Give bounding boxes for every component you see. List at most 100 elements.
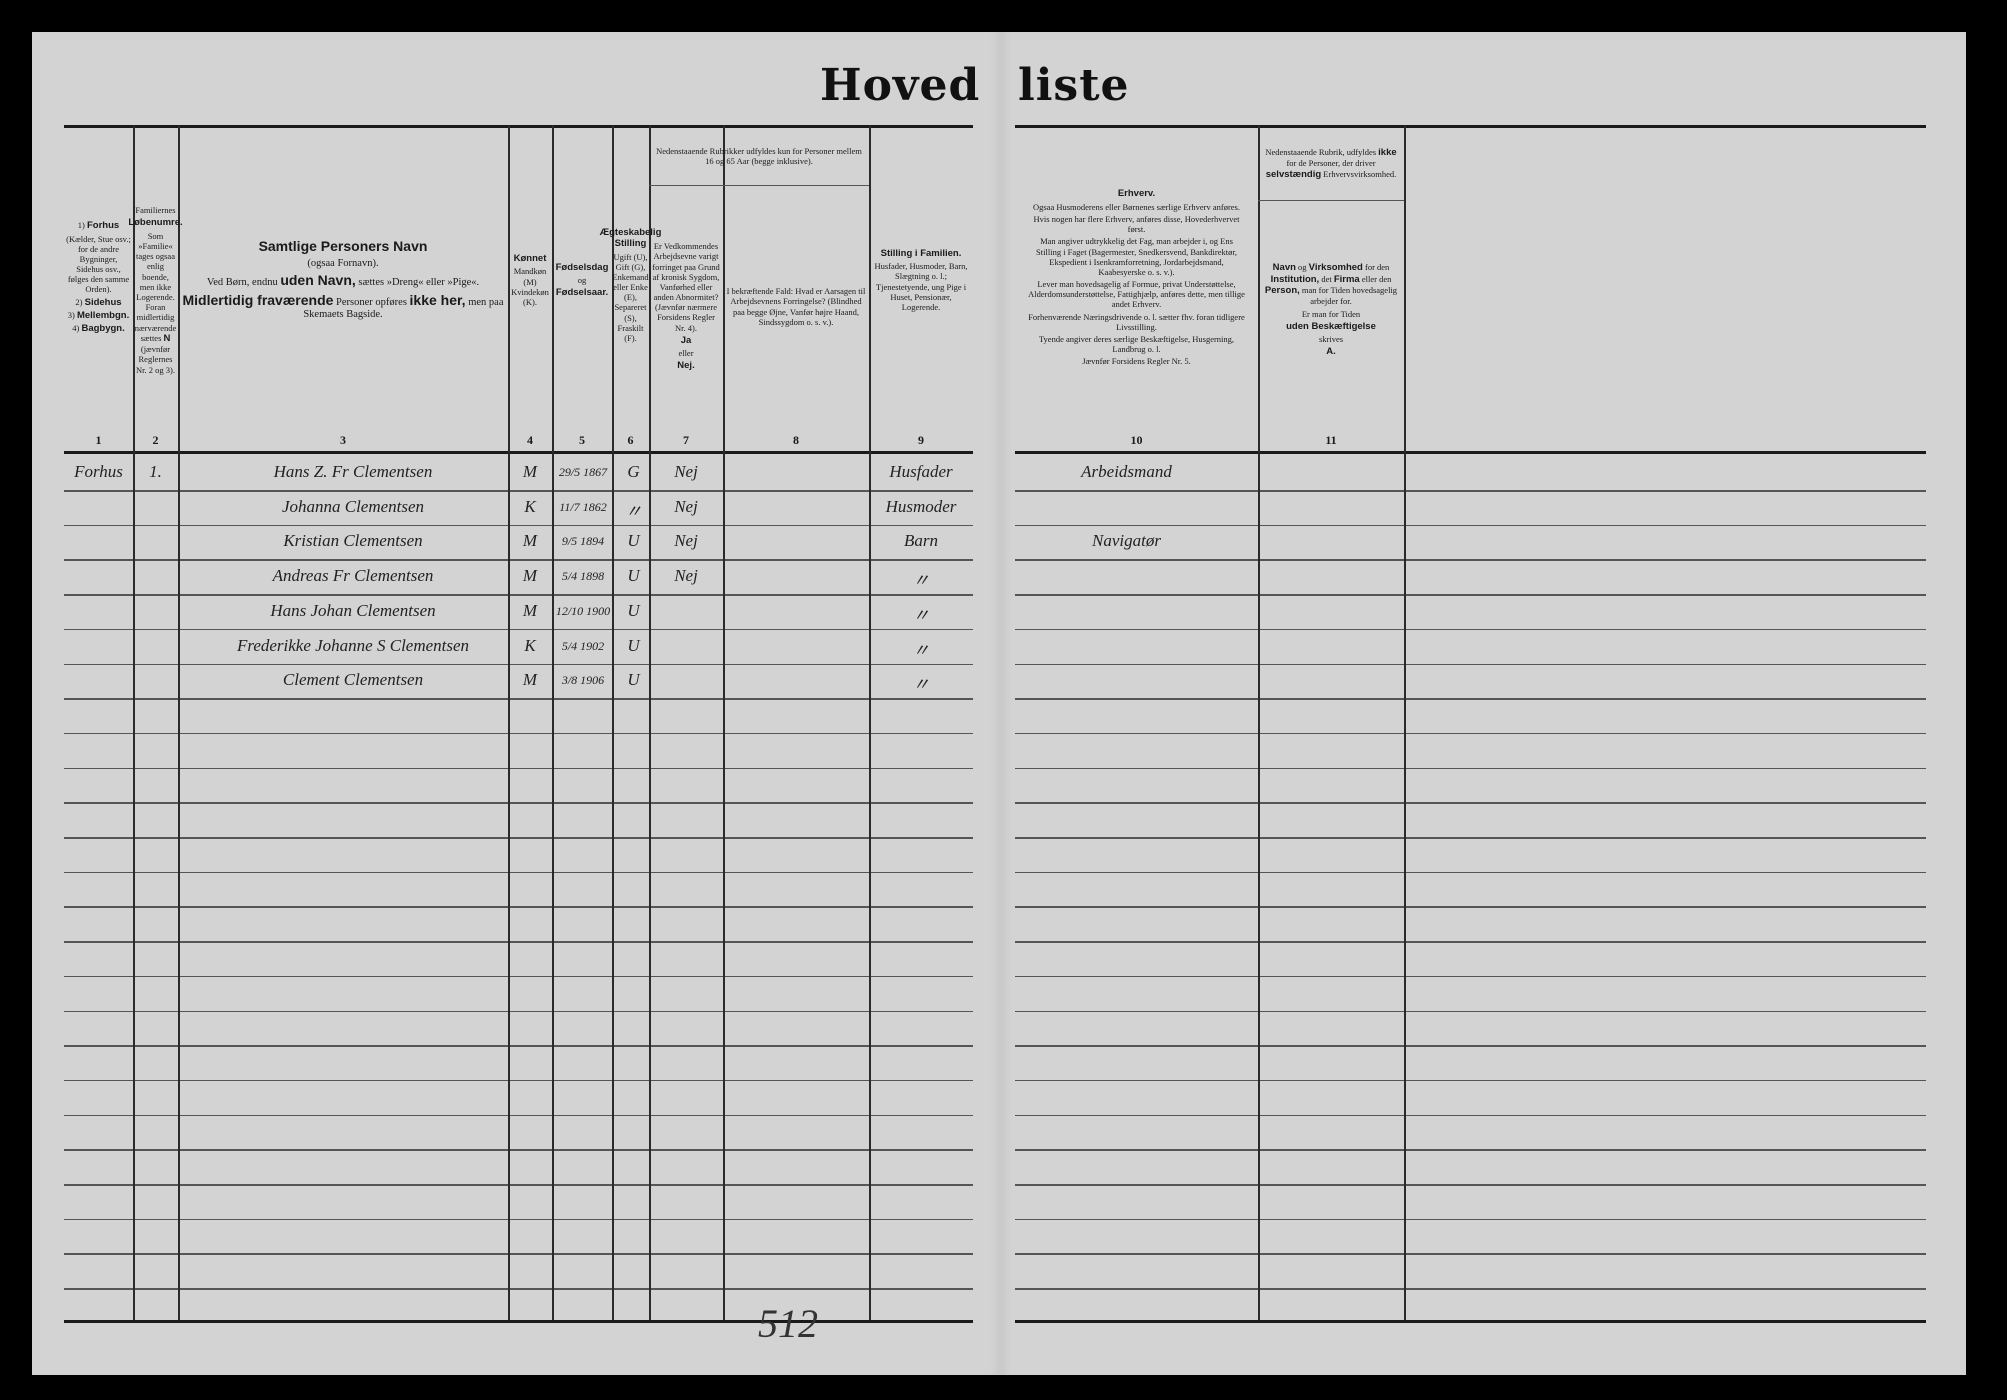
- row-line: [1015, 559, 1926, 561]
- row-line: [1015, 1218, 1926, 1221]
- header-text: Familiernes: [135, 205, 176, 216]
- header-c4: Kønnet Mandkøn (M) Kvindekøn (K).: [508, 140, 552, 420]
- column-divider: [552, 125, 554, 1320]
- column-number: 7: [683, 433, 689, 447]
- cell-family-position: Husmoder: [885, 496, 957, 516]
- header-text: I bekræftende Fald: Hvad er Aarsagen til…: [726, 286, 866, 327]
- header-text: Mellembgn.: [76, 310, 130, 322]
- header-text: 2): [75, 296, 85, 307]
- row-line: [64, 594, 973, 596]
- row-line: [1015, 628, 1926, 631]
- header-paragraph: Ja: [681, 335, 692, 346]
- header-text: men paa Skemaets Bagside.: [303, 296, 504, 321]
- header-text: Fødselsdag: [555, 261, 609, 273]
- column-number: 11: [1325, 433, 1337, 447]
- header-paragraph: skrives: [1319, 334, 1343, 344]
- table-top-rule: [64, 125, 973, 128]
- column-number: 2: [152, 433, 159, 447]
- row-line: [1015, 663, 1926, 665]
- cell-disabled: Nej: [674, 462, 698, 481]
- row-line: [64, 837, 973, 839]
- cell-marital: G: [627, 462, 640, 481]
- row-line: [1015, 941, 1926, 943]
- column-divider: [133, 125, 135, 1320]
- header-text: man for Tiden hovedsagelig arbejder for.: [1299, 285, 1398, 307]
- cell-marital: U: [627, 670, 640, 690]
- row-line: [64, 767, 973, 770]
- row-line: [1015, 1010, 1926, 1012]
- header-paragraph: Nedenstaaende Rubrikker udfyldes kun for…: [651, 146, 867, 166]
- header-c8: I bekræftende Fald: Hvad er Aarsagen til…: [723, 188, 869, 425]
- cell-marital: U: [627, 531, 640, 551]
- row-line: [1015, 1149, 1926, 1151]
- cell-marital: U: [627, 600, 640, 620]
- header-c6: Ægteskabelig Stilling Ugift (U), Gift (G)…: [600, 150, 662, 420]
- header-text: Sidehus: [84, 296, 122, 308]
- cell-name: Hans Z. Fr Clementsen: [273, 462, 433, 481]
- cell-birth: 3/8 1906: [561, 673, 605, 688]
- header-text: Som »Familie« tages ogsaa enlig boende, …: [134, 230, 177, 343]
- header-text: Mandkøn (M) Kvindekøn (K).: [511, 266, 549, 307]
- cell-birth: 5/4 1898: [561, 569, 605, 584]
- header-c1: 1) Forhus (Kælder, Stue osv.; for de andr…: [64, 130, 133, 425]
- row-line: [1015, 1184, 1926, 1186]
- row-line: [64, 871, 973, 874]
- subheader-rule: [649, 185, 869, 186]
- header-text: (Kælder, Stue osv.; for de andre Bygning…: [66, 233, 131, 295]
- page-number: 512: [758, 1301, 818, 1346]
- header-text: Midlertidig fraværende: [182, 291, 334, 308]
- row-line: [64, 732, 973, 735]
- column-number: 4: [527, 433, 533, 447]
- cell-sex: K: [524, 496, 536, 516]
- cell-name: Clement Clementsen: [282, 670, 424, 690]
- header-text: ikke: [1378, 147, 1397, 159]
- cell-family-position: 〃: [912, 571, 930, 591]
- cell-family-position: 〃: [912, 640, 930, 660]
- row-line: [1015, 490, 1926, 492]
- header-text: Jævnfør Forsidens Regler Nr. 5.: [1082, 356, 1191, 367]
- cell-birth: 11/7 1862: [559, 499, 607, 514]
- cell-name: Hans Johan Clementsen: [270, 600, 436, 620]
- header-paragraph: Kønnet: [514, 253, 547, 264]
- cell-marital: U: [627, 635, 640, 655]
- header-text: for den: [1362, 262, 1390, 273]
- header-text: 1): [77, 220, 87, 231]
- cell-marital: U: [627, 566, 640, 586]
- table-bottom-rule: [64, 1320, 973, 1323]
- row-line: [64, 1114, 973, 1117]
- column-divider: [649, 125, 651, 1320]
- cell-birth: 5/4 1902: [561, 638, 605, 653]
- row-line: [1015, 732, 1926, 735]
- header-text: Stilling i Familien.: [880, 247, 962, 259]
- header-paragraph: uden Beskæftigelse: [1286, 321, 1376, 332]
- row-line: [1015, 698, 1926, 700]
- row-line: [1015, 975, 1926, 978]
- header-text: ikke her,: [409, 291, 466, 308]
- header-c7: Er Vedkommendes Arbejdsevne varigt forri…: [649, 188, 723, 425]
- row-line: [1015, 1079, 1926, 1082]
- header-paragraph: Løbenumre.: [128, 217, 182, 228]
- header-paragraph: Midlertidig fraværende Personer opføres …: [180, 292, 506, 322]
- row-line: [64, 1184, 973, 1186]
- column-divider: [508, 125, 510, 1320]
- cell-sex: M: [522, 600, 538, 620]
- cell-building: Forhus: [74, 462, 123, 481]
- header-c10: Erhverv. Ogsaa Husmoderens eller Børnenes…: [1025, 140, 1248, 415]
- header-paragraph: Lever man hovedsagelig af Formue, privat…: [1027, 279, 1246, 310]
- header-paragraph: Mandkøn (M) Kvindekøn (K).: [510, 266, 550, 307]
- header-text: uden Navn,: [280, 272, 356, 289]
- cell-sex: M: [522, 670, 538, 690]
- header-text: N: [163, 332, 171, 344]
- header-text: Er man for Tiden: [1301, 308, 1361, 319]
- cell-family-position: 〃: [912, 675, 930, 695]
- row-line: [64, 1045, 973, 1047]
- cell-sex: K: [524, 635, 536, 655]
- row-line: [64, 1079, 973, 1082]
- header-paragraph: Jævnfør Forsidens Regler Nr. 5.: [1082, 356, 1191, 366]
- header-text: Erhvervsvirksomhed.: [1321, 168, 1397, 179]
- header-paragraph: Nej.: [677, 360, 694, 371]
- table-top-rule: [1015, 125, 1926, 128]
- header-paragraph: Tyende angiver deres særlige Beskæftigel…: [1027, 334, 1246, 354]
- column-divider: [869, 125, 871, 1320]
- cell-sex: M: [522, 566, 538, 586]
